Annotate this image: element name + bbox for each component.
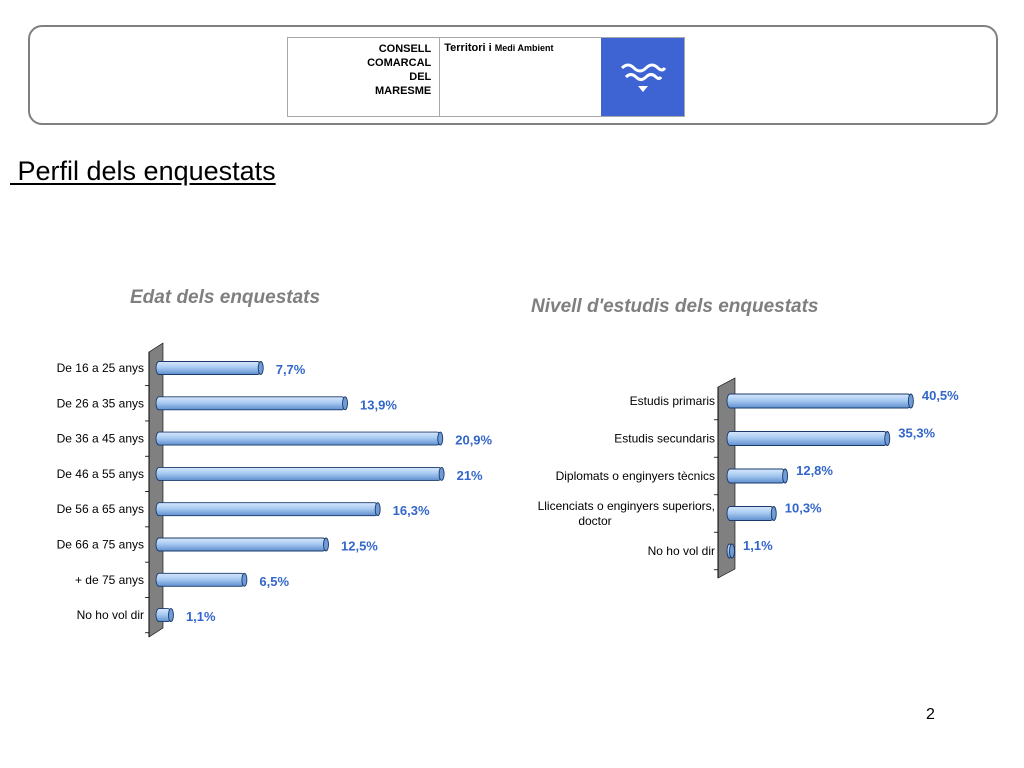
age-category-label: De 66 a 75 anys (57, 538, 144, 552)
age-bar-cap (257, 361, 264, 375)
edu-value-label: 35,3% (898, 426, 935, 441)
edu-category-label: Estudis secundaris (614, 432, 715, 446)
age-bar (155, 396, 346, 411)
age-category-label: De 56 a 65 anys (57, 502, 144, 516)
logo-subtitle: Territori i Medi Ambient (440, 38, 601, 116)
age-bar-cap (241, 572, 248, 587)
edu-category-label: Llicenciats o enginyers superiors, (538, 499, 715, 513)
edu-value-label: 1,1% (743, 538, 773, 553)
age-bar-cap (168, 608, 174, 623)
age-bar-cap (438, 466, 445, 481)
edu-value-label: 40,5% (922, 388, 959, 403)
age-category-label: De 46 a 55 anys (57, 467, 144, 481)
page-title: Perfil dels enquestats (10, 156, 276, 186)
age-category-label: No ho vol dir (77, 608, 144, 622)
age-bar (155, 466, 443, 481)
edu-bar-cap (907, 393, 914, 409)
edu-value-label: 10,3% (785, 501, 822, 516)
edu-bar-cap (782, 468, 789, 484)
logo-name-line: DEL (409, 71, 432, 83)
age-bar (155, 572, 245, 587)
edu-bar (726, 468, 786, 484)
header-frame (28, 25, 998, 125)
age-value-label: 21% (457, 468, 483, 483)
age-bar-cap (342, 396, 348, 411)
logo-subtitle-small: Medi Ambient (494, 43, 554, 53)
age-bar-cap (374, 502, 381, 517)
age-category-label: + de 75 anys (75, 573, 144, 587)
edu-category-label: Diplomats o enginyers tècnics (556, 469, 715, 483)
edu-bar-cap (729, 543, 735, 559)
age-bar (155, 431, 441, 446)
education-chart-title: Nivell d'estudis dels enquestats (531, 296, 819, 317)
age-value-label: 20,9% (455, 433, 492, 448)
age-value-label: 6,5% (259, 574, 289, 589)
age-bar-cap (323, 537, 329, 552)
age-value-label: 16,3% (393, 503, 430, 518)
age-category-label: De 26 a 35 anys (57, 396, 144, 410)
edu-bar (726, 506, 775, 521)
edu-bar (726, 393, 912, 409)
age-chart-wall (148, 342, 164, 638)
edu-bar (726, 431, 888, 446)
age-value-label: 1,1% (186, 609, 216, 624)
age-value-label: 12,5% (341, 539, 378, 554)
edu-value-label: 12,8% (796, 463, 833, 478)
age-category-label: De 16 a 25 anys (57, 361, 144, 375)
edu-bar-cap (884, 431, 891, 446)
age-value-label: 7,7% (276, 362, 306, 377)
logo-name-line: COMARCAL (367, 57, 432, 69)
edu-category-label: No ho vol dir (648, 544, 715, 558)
age-bar-cap (437, 431, 444, 446)
age-value-label: 13,9% (360, 397, 397, 412)
age-bar (155, 361, 262, 375)
edu-category-label: Estudis primaris (630, 394, 715, 408)
page-number: 2 (926, 706, 935, 723)
edu-category-label: doctor (578, 514, 611, 528)
consell-comarcal-logo: CONSELL COMARCAL DEL MARESME Territori i… (287, 37, 685, 117)
logo-name-block: CONSELL COMARCAL DEL MARESME (288, 38, 441, 116)
wave-emblem-icon (601, 38, 684, 116)
logo-name-line: CONSELL (378, 43, 432, 55)
logo-name-line: MARESME (375, 85, 432, 97)
edu-bar-cap (770, 506, 777, 521)
logo-subtitle-main: Territori i (444, 42, 492, 54)
age-bar (155, 537, 327, 552)
age-category-label: De 36 a 45 anys (57, 432, 144, 446)
age-chart-title: Edat dels enquestats (130, 287, 321, 308)
age-bar (155, 502, 379, 517)
